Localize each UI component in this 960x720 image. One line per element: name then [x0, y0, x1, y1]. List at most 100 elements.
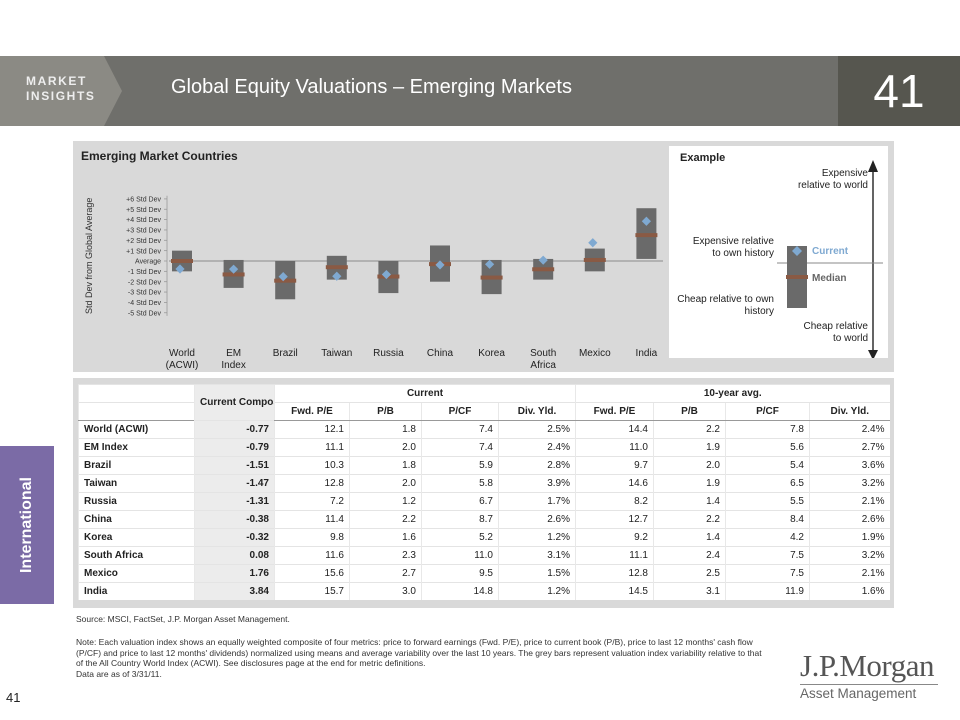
arrow-down-icon [868, 350, 878, 358]
cell-value: 2.6% [808, 510, 890, 529]
cell-value: 7.4 [421, 420, 499, 439]
cell-value: 11.6 [274, 546, 350, 565]
cell-value: 2.4 [653, 546, 726, 565]
composite-value: -1.47 [194, 474, 275, 493]
cell-value: 8.4 [725, 510, 810, 529]
table-row: South Africa 0.08 11.6 2.3 11.0 3.1% 11.1 2.4 7.… [78, 546, 890, 565]
y-tick-label: +6 Std Dev [126, 197, 161, 204]
cell-value: 6.7 [421, 492, 499, 511]
cell-value: 2.2 [653, 420, 726, 439]
page-number: 41 [6, 690, 21, 705]
x-tick-label: Russia [373, 348, 404, 359]
cell-value: 7.4 [421, 438, 499, 457]
cell-value: 2.0 [349, 438, 422, 457]
table-row: World (ACWI) -0.77 12.1 1.8 7.4 2.5% 14.4 2.2 7.… [78, 420, 890, 439]
x-tick-label: China [427, 348, 454, 359]
table-row: Russia -1.31 7.2 1.2 6.7 1.7% 8.2 1.4 5.5 2.1% [78, 492, 890, 511]
cell-value: 5.8 [421, 474, 499, 493]
cell-value: 1.7% [498, 492, 576, 511]
column-header: P/B [653, 402, 726, 421]
group-avg-header: 10-year avg. [574, 384, 890, 403]
y-tick-label: +1 Std Dev [126, 248, 161, 255]
section-tab[interactable]: International [0, 446, 54, 604]
page-badge: 41 [838, 56, 960, 126]
jpm-wordmark: J.P.Morgan [800, 648, 934, 683]
y-tick-label: +3 Std Dev [126, 228, 161, 235]
cell-value: 9.5 [421, 564, 499, 583]
cell-value: 2.8% [498, 456, 576, 475]
current-marker [485, 259, 495, 269]
cell-value: 3.2% [808, 474, 890, 493]
legend-current-marker [792, 246, 802, 256]
cell-value: 3.1 [653, 582, 726, 600]
jpm-rule [800, 684, 938, 685]
column-header: Fwd. P/E [274, 402, 350, 421]
cell-value: 12.8 [274, 474, 350, 493]
header-band [0, 56, 960, 126]
cell-value: 4.2 [725, 528, 810, 547]
table-corner [78, 384, 195, 403]
cell-value: 9.2 [575, 528, 654, 547]
footnote: Note: Each valuation index shows an equa… [76, 637, 766, 679]
jpm-subline: Asset Management [800, 686, 917, 701]
x-tick-label: Mexico [579, 348, 611, 359]
cell-value: 2.1% [808, 564, 890, 583]
legend-title: Example [680, 152, 726, 164]
x-tick-label: South Africa [530, 348, 556, 371]
cell-value: 2.0 [653, 456, 726, 475]
table-row: Mexico 1.76 15.6 2.7 9.5 1.5% 12.8 2.5 7.5 2.1% [78, 564, 890, 583]
cell-value: 5.9 [421, 456, 499, 475]
cell-value: 11.9 [725, 582, 810, 600]
jpmorgan-logo: J.P.Morgan Asset Management [800, 650, 938, 701]
arrow-up-icon [868, 160, 878, 172]
row-name: EM Index [78, 438, 195, 457]
footnote-text: Note: Each valuation index shows an equa… [76, 637, 762, 668]
table-row: India 3.84 15.7 3.0 14.8 1.2% 14.5 3.1 11.9 1.6% [78, 582, 890, 600]
cell-value: 1.8 [349, 420, 422, 439]
cell-value: 5.4 [725, 456, 810, 475]
legend-expensive-world: Expensive relative to world [797, 168, 868, 191]
column-header: P/B [349, 402, 422, 421]
column-header: P/CF [421, 402, 499, 421]
cell-value: 2.5 [653, 564, 726, 583]
x-tick-label: Taiwan [321, 348, 352, 359]
section-label: International [18, 476, 35, 574]
example-legend-graphic [777, 160, 883, 358]
cell-value: 11.0 [421, 546, 499, 565]
column-header: P/CF [725, 402, 810, 421]
x-tick-label: World (ACWI) [166, 348, 199, 371]
cell-value: 1.6 [349, 528, 422, 547]
cell-value: 9.8 [274, 528, 350, 547]
cell-value: 15.7 [274, 582, 350, 600]
table-row: EM Index -0.79 11.1 2.0 7.4 2.4% 11.0 1.9 5.6 2.7… [78, 438, 890, 457]
cell-value: 2.7 [349, 564, 422, 583]
row-name: Mexico [78, 564, 195, 583]
cell-value: 6.5 [725, 474, 810, 493]
cell-value: 12.1 [274, 420, 350, 439]
cell-value: 1.2% [498, 582, 576, 600]
x-tick-label: Korea [478, 348, 505, 359]
cell-value: 11.1 [575, 546, 654, 565]
y-tick-label: -1 Std Dev [128, 269, 162, 276]
cell-value: 2.4% [498, 438, 576, 457]
cell-value: 10.3 [274, 456, 350, 475]
median-mark [274, 278, 297, 283]
column-header: Div. Yld. [808, 402, 890, 421]
column-header: Div. Yld. [498, 402, 576, 421]
data-date: Data are as of 3/31/11. [76, 668, 162, 679]
cell-value: 7.8 [725, 420, 810, 439]
row-name: Brazil [78, 456, 195, 475]
median-mark [532, 267, 555, 272]
cell-value: 2.3 [349, 546, 422, 565]
y-tick-label: +4 Std Dev [126, 217, 161, 224]
table-row: Taiwan -1.47 12.8 2.0 5.8 3.9% 14.6 1.9 6.5 3.2% [78, 474, 890, 493]
cell-value: 2.7% [808, 438, 890, 457]
y-axis-label: Std Dev from Global Average [84, 198, 94, 314]
y-tick-label: +2 Std Dev [126, 238, 161, 245]
cell-value: 5.6 [725, 438, 810, 457]
legend-cheap-history: Cheap relative to own history [677, 294, 774, 317]
cell-value: 1.2% [498, 528, 576, 547]
table-corner-sub [78, 402, 195, 421]
cell-value: 1.2 [349, 492, 422, 511]
row-name: China [78, 510, 195, 529]
